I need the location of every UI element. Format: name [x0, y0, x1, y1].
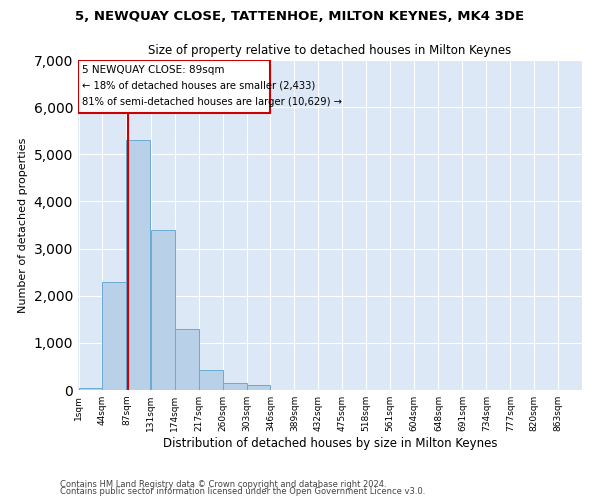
Bar	[127, 140, 151, 390]
Bar	[78, 60, 271, 113]
Text: 5, NEWQUAY CLOSE, TATTENHOE, MILTON KEYNES, MK4 3DE: 5, NEWQUAY CLOSE, TATTENHOE, MILTON KEYN…	[76, 10, 524, 23]
Text: ← 18% of detached houses are smaller (2,433): ← 18% of detached houses are smaller (2,…	[82, 80, 316, 90]
Y-axis label: Number of detached properties: Number of detached properties	[18, 138, 28, 312]
Text: 81% of semi-detached houses are larger (10,629) →: 81% of semi-detached houses are larger (…	[82, 98, 343, 108]
Text: Contains HM Land Registry data © Crown copyright and database right 2024.: Contains HM Land Registry data © Crown c…	[60, 480, 386, 489]
Bar	[151, 230, 175, 390]
Title: Size of property relative to detached houses in Milton Keynes: Size of property relative to detached ho…	[148, 44, 512, 58]
Bar	[103, 282, 127, 390]
Bar	[199, 370, 223, 390]
X-axis label: Distribution of detached houses by size in Milton Keynes: Distribution of detached houses by size …	[163, 437, 497, 450]
Bar	[247, 386, 271, 390]
Bar	[223, 383, 247, 390]
Bar	[175, 328, 199, 390]
Bar	[79, 388, 103, 390]
Text: Contains public sector information licensed under the Open Government Licence v3: Contains public sector information licen…	[60, 487, 425, 496]
Text: 5 NEWQUAY CLOSE: 89sqm: 5 NEWQUAY CLOSE: 89sqm	[82, 66, 225, 76]
